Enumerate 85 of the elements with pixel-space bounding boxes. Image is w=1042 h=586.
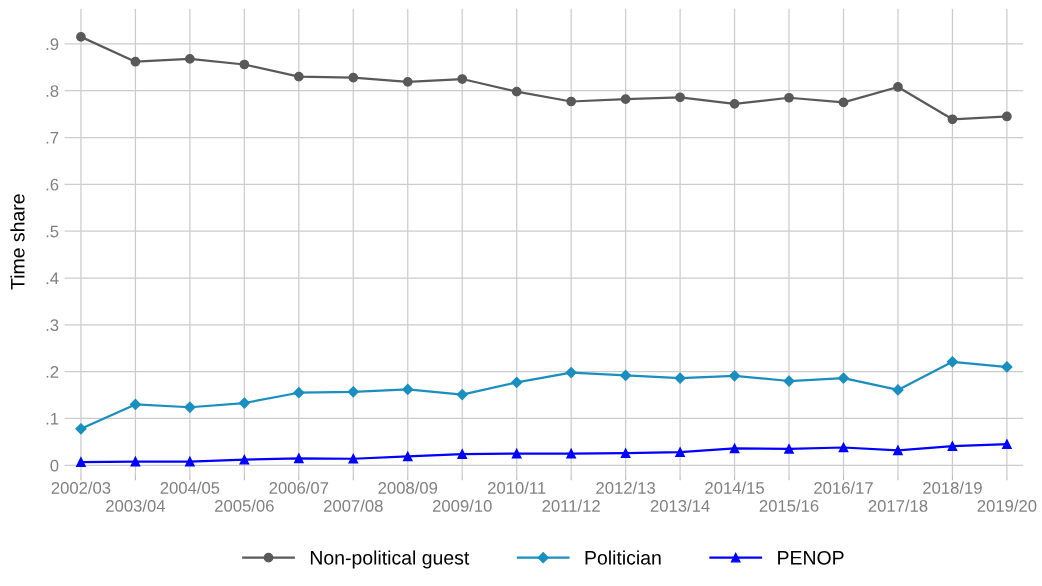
point [402, 383, 414, 396]
y-tick-label: 0 [50, 459, 59, 472]
point [348, 453, 359, 464]
y-tick-label: .7 [46, 132, 59, 144]
point [620, 94, 631, 105]
point [293, 71, 304, 82]
x-tick-label: 2007/08 [324, 499, 383, 512]
point [457, 74, 468, 84]
point [946, 356, 959, 368]
point [728, 370, 741, 382]
x-tick-label: 2002/03 [51, 481, 111, 494]
y-axis-title: Time share [10, 194, 25, 290]
point [838, 442, 849, 453]
point [1002, 111, 1012, 122]
legend-label: PENOP [778, 550, 844, 565]
point [675, 92, 685, 103]
point [511, 376, 523, 389]
y-tick-label: .3 [46, 319, 59, 332]
point [185, 54, 195, 64]
point [402, 76, 413, 87]
point [185, 456, 195, 467]
x-tick-label: 2003/04 [106, 499, 166, 512]
point [947, 441, 958, 451]
y-tick-label: .2 [46, 366, 59, 378]
point [511, 448, 522, 459]
x-tick-label: 2009/10 [432, 499, 492, 512]
point [129, 398, 142, 411]
x-tick-label: 2016/17 [814, 481, 873, 494]
x-tick-label: 2008/09 [378, 481, 438, 494]
point [184, 401, 196, 413]
point [130, 456, 141, 467]
point [838, 97, 849, 108]
y-tick-label: .4 [46, 272, 59, 285]
point [76, 32, 86, 42]
legend-label: Non-political guest [310, 550, 470, 569]
point [238, 397, 250, 409]
point [893, 445, 903, 456]
point [837, 372, 850, 384]
point [729, 443, 740, 454]
y-tick-label: .8 [46, 85, 59, 97]
point [402, 451, 413, 462]
x-tick-label: 2010/11 [488, 481, 546, 494]
y-tick-label: .1 [46, 413, 59, 425]
x-tick-label: 2015/16 [759, 499, 819, 512]
point [892, 384, 904, 396]
point [566, 96, 577, 107]
point [565, 366, 577, 379]
point [675, 447, 685, 458]
x-tick-label: 2012/13 [596, 481, 656, 494]
point [239, 59, 250, 70]
point [511, 86, 522, 97]
x-tick-label: 2013/14 [650, 499, 710, 512]
point [1002, 439, 1012, 450]
point [76, 457, 86, 467]
x-tick-label: 2011/12 [542, 499, 600, 512]
point [293, 453, 304, 464]
legend-label: Politician [585, 550, 661, 565]
point [130, 56, 141, 67]
x-tick-label: 2014/15 [705, 481, 764, 494]
point [893, 82, 903, 92]
point [457, 449, 468, 459]
point [347, 386, 359, 398]
point [729, 98, 740, 109]
point [239, 454, 250, 465]
point [293, 387, 305, 399]
point [75, 423, 87, 435]
y-tick-label: .9 [46, 38, 59, 51]
point [620, 369, 632, 382]
x-tick-label: 2019/20 [977, 499, 1037, 512]
x-tick-label: 2006/07 [269, 481, 329, 494]
point [456, 388, 468, 401]
point [1001, 361, 1013, 373]
point [784, 444, 794, 454]
point [784, 92, 794, 103]
y-tick-label: .5 [46, 225, 59, 238]
x-tick-label: 2017/18 [868, 499, 928, 512]
x-tick-label: 2018/19 [923, 481, 982, 494]
x-tick-label: 2004/05 [160, 481, 220, 494]
y-tick-label: .6 [46, 178, 59, 191]
point [348, 72, 359, 83]
point [947, 114, 958, 125]
point [620, 448, 631, 458]
x-tick-label: 2005/06 [215, 499, 274, 512]
point [566, 448, 577, 459]
point [674, 372, 686, 384]
